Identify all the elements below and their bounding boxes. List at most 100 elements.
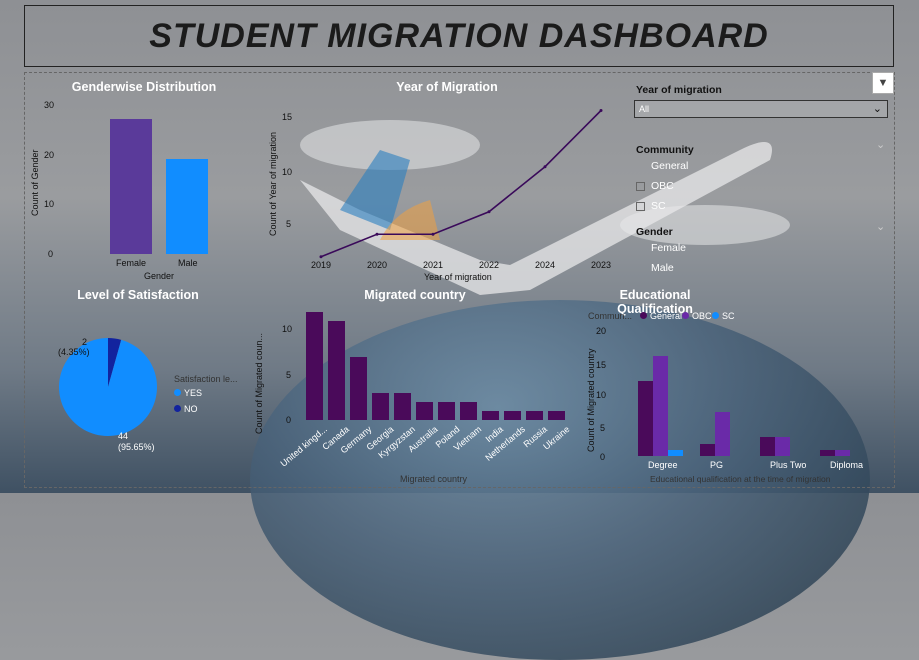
country-bar[interactable] — [460, 402, 477, 420]
x-tick-label: 2022 — [479, 260, 500, 270]
option-label: General — [651, 160, 689, 172]
country-bar[interactable] — [328, 321, 345, 420]
checkbox[interactable] — [636, 244, 645, 253]
year-data-point[interactable] — [375, 232, 379, 236]
pie-slice-no[interactable] — [108, 338, 122, 387]
chevron-down-icon[interactable]: ⌄ — [876, 221, 886, 233]
x-tick-label: PG — [710, 460, 724, 470]
year-dropdown-value: All — [639, 104, 650, 114]
year-data-point[interactable] — [543, 165, 547, 169]
legend-marker — [712, 312, 719, 319]
airplane-illustration — [300, 142, 772, 295]
report-frame — [24, 72, 895, 488]
option-label: Male — [651, 262, 674, 274]
chart-title: Migrated country — [364, 288, 466, 302]
x-tick-label: 2021 — [423, 260, 444, 270]
data-label: 44 — [118, 431, 129, 441]
legend-label: SC — [722, 311, 735, 321]
edu-bar-obc[interactable] — [715, 412, 730, 456]
y-tick-label: 15 — [596, 360, 607, 370]
x-tick-label: Female — [116, 258, 147, 268]
education-bars[interactable]: Degree PG Plus Two Diploma — [580, 284, 894, 488]
year-data-point[interactable] — [599, 109, 603, 112]
x-tick-label: 2020 — [367, 260, 388, 270]
y-tick-label: 10 — [282, 324, 293, 334]
year-data-point[interactable] — [319, 255, 323, 259]
legend-item-obc[interactable]: OBC — [682, 311, 712, 321]
legend-marker — [174, 405, 181, 412]
year-chart[interactable]: Year of Migration 15 10 5 Count of Year … — [264, 76, 630, 284]
legend-label: NO — [184, 404, 198, 414]
country-chart[interactable]: Migrated country Count of Migrated coun.… — [250, 284, 580, 488]
x-tick-label: 2019 — [311, 260, 332, 270]
bar-male[interactable] — [166, 159, 208, 254]
filter-icon[interactable]: ▼ — [872, 72, 894, 94]
legend-title: Commun... — [588, 311, 633, 321]
checkbox[interactable] — [636, 201, 645, 211]
year-data-point[interactable] — [431, 232, 435, 236]
gender-option-female[interactable]: Female — [636, 242, 686, 254]
legend-item-sc[interactable]: SC — [712, 311, 735, 321]
year-data-point[interactable] — [487, 210, 491, 214]
option-label: SC — [651, 200, 666, 212]
community-option-sc[interactable]: SC — [636, 200, 666, 212]
year-dropdown[interactable]: All ⌄ — [634, 100, 888, 118]
satisfaction-pie[interactable] — [26, 284, 250, 484]
community-option-obc[interactable]: OBC — [636, 180, 674, 192]
year-series-line[interactable] — [320, 109, 602, 258]
edu-bar-general[interactable] — [638, 381, 653, 456]
country-bar[interactable] — [372, 393, 389, 420]
country-bar[interactable] — [482, 411, 499, 420]
country-bar[interactable] — [526, 411, 543, 420]
legend-item-no[interactable]: NO — [174, 404, 198, 414]
edu-bar-sc[interactable] — [668, 449, 683, 456]
edu-bar-general[interactable] — [820, 449, 835, 456]
education-chart[interactable]: Educational Qualification Commun... Gene… — [580, 284, 894, 488]
country-bar[interactable] — [394, 393, 411, 420]
legend-marker — [174, 389, 181, 396]
legend-title: Satisfaction le... — [174, 374, 238, 384]
x-axis-title: Educational qualification at the time of… — [650, 474, 831, 484]
dashboard-title: STUDENT MIGRATION DASHBOARD — [149, 16, 769, 55]
checkbox[interactable] — [636, 264, 645, 273]
pie-slice-yes[interactable] — [58, 338, 157, 436]
x-tick-label: 2023 — [591, 260, 612, 270]
chart-title: Year of Migration — [396, 80, 498, 94]
data-label: 2 — [82, 337, 88, 347]
legend-label: OBC — [692, 311, 712, 321]
community-slicer-title: Community — [636, 144, 694, 156]
chevron-down-icon[interactable]: ⌄ — [876, 139, 886, 151]
y-tick-label: 0 — [48, 249, 54, 259]
option-label: OBC — [651, 180, 674, 192]
bar-female[interactable] — [110, 119, 152, 254]
country-bar[interactable] — [438, 402, 455, 420]
y-axis-title: Count of Gender — [30, 149, 40, 216]
edu-bar-obc[interactable] — [775, 437, 790, 456]
edu-bar-general[interactable] — [700, 443, 715, 456]
country-bar[interactable] — [416, 402, 433, 420]
community-option-general[interactable]: General — [636, 160, 688, 172]
edu-bar-obc[interactable] — [835, 449, 850, 456]
filters-panel: ▼ — [630, 72, 894, 282]
country-bars[interactable]: United kingd... Canada Germany Georgia Kyrgy… — [250, 284, 580, 488]
gender-chart[interactable]: Genderwise Distribution 30 20 10 0 Count… — [26, 76, 262, 282]
legend-label: YES — [184, 388, 203, 398]
y-tick-label: 10 — [44, 199, 55, 209]
country-bar[interactable] — [504, 411, 521, 420]
y-tick-label: 0 — [286, 415, 292, 425]
legend-item-general[interactable]: General — [640, 311, 682, 321]
year-line-plot[interactable] — [264, 76, 630, 284]
edu-bar-general[interactable] — [760, 437, 775, 456]
x-tick-label: Male — [178, 258, 198, 268]
country-bar[interactable] — [350, 357, 367, 420]
edu-bar-obc[interactable] — [653, 356, 668, 456]
country-bar[interactable] — [548, 411, 565, 420]
gender-option-male[interactable]: Male — [636, 262, 674, 274]
checkbox[interactable] — [636, 162, 645, 171]
satisfaction-chart[interactable]: Level of Satisfaction 2 (4.35%) 44 (95.6… — [26, 284, 250, 484]
x-axis-title: Migrated country — [400, 474, 468, 484]
legend-item-yes[interactable]: YES — [174, 388, 202, 398]
y-tick-label: 0 — [600, 452, 606, 462]
country-bar[interactable] — [306, 312, 323, 420]
checkbox[interactable] — [636, 181, 645, 191]
